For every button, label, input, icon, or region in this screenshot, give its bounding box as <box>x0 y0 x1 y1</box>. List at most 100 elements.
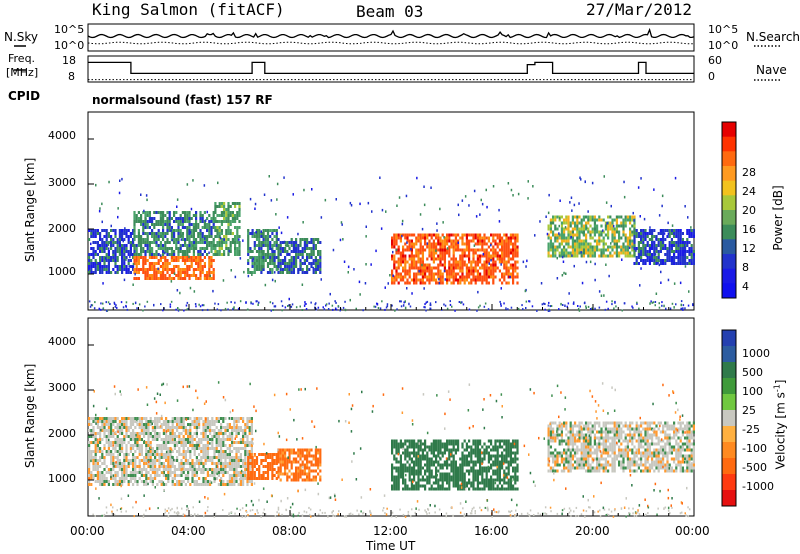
data-cell <box>479 233 482 237</box>
data-cell <box>279 268 282 271</box>
data-cell <box>96 244 99 247</box>
data-cell <box>485 269 488 273</box>
data-cell <box>127 480 130 483</box>
data-cell <box>215 432 218 435</box>
data-cell <box>286 253 289 256</box>
data-cell <box>419 469 422 473</box>
data-cell <box>450 233 453 237</box>
ground-cell <box>591 307 593 310</box>
data-cell <box>228 432 231 435</box>
data-cell <box>238 241 241 244</box>
data-cell <box>279 247 282 250</box>
data-cell <box>192 226 195 229</box>
data-cell <box>238 226 241 229</box>
data-cell <box>145 468 148 471</box>
sparse-cell <box>602 229 604 232</box>
ground-cell <box>632 306 634 309</box>
data-cell <box>644 250 647 253</box>
data-cell <box>198 477 201 480</box>
data-cell <box>164 256 167 259</box>
data-cell <box>180 459 183 462</box>
data-cell <box>167 438 170 441</box>
data-cell <box>191 435 194 438</box>
data-cell <box>132 462 135 465</box>
data-cell <box>155 211 158 214</box>
data-cell <box>435 278 438 282</box>
data-cell <box>591 227 594 231</box>
data-cell <box>516 272 519 276</box>
data-cell <box>421 263 424 267</box>
data-cell <box>103 235 106 238</box>
data-cell <box>668 253 671 256</box>
ground-cell <box>299 305 301 308</box>
data-cell <box>637 232 640 235</box>
data-cell <box>479 272 482 276</box>
data-cell <box>501 254 504 258</box>
data-cell <box>246 420 249 423</box>
data-cell <box>463 275 466 279</box>
sparse-cell <box>370 263 372 266</box>
data-cell <box>290 460 293 464</box>
data-cell <box>615 221 618 225</box>
data-cell <box>236 229 239 232</box>
data-cell <box>547 227 550 231</box>
data-cell <box>153 211 156 214</box>
data-cell <box>206 450 209 453</box>
ground-cell <box>607 307 609 310</box>
data-cell <box>210 232 213 235</box>
data-cell <box>118 244 121 247</box>
data-cell <box>136 423 139 426</box>
sparse-cell <box>398 196 401 199</box>
data-cell <box>216 244 219 247</box>
data-cell <box>192 256 195 259</box>
data-cell <box>644 259 647 262</box>
data-cell <box>199 277 202 280</box>
data-cell <box>226 426 229 429</box>
data-cell <box>260 462 263 465</box>
data-cell <box>443 266 446 270</box>
data-cell <box>498 260 501 264</box>
data-cell <box>209 459 212 462</box>
data-cell <box>468 275 471 279</box>
sparse-cell <box>389 274 391 277</box>
data-cell <box>227 202 230 205</box>
data-cell <box>144 250 147 253</box>
data-cell <box>153 265 156 268</box>
data-cell <box>173 235 176 238</box>
data-cell <box>437 272 440 276</box>
data-cell <box>648 256 651 259</box>
data-cell <box>244 426 247 429</box>
data-cell <box>450 257 453 261</box>
data-cell <box>182 465 185 468</box>
data-cell <box>622 251 625 255</box>
data-cell <box>99 268 102 271</box>
data-cell <box>404 439 407 443</box>
data-cell <box>408 269 411 273</box>
data-cell <box>474 248 477 252</box>
data-cell <box>151 480 154 483</box>
data-cell <box>186 229 189 232</box>
sparse-cell <box>564 304 566 307</box>
data-cell <box>236 250 239 253</box>
data-cell <box>662 244 665 247</box>
sparse-cell <box>107 243 110 246</box>
data-cell <box>622 245 625 249</box>
data-cell <box>99 244 102 247</box>
data-cell <box>284 262 287 265</box>
data-cell <box>421 245 424 249</box>
data-cell <box>448 260 451 264</box>
data-cell <box>512 248 515 252</box>
sparse-cell <box>145 217 147 221</box>
data-cell <box>426 275 429 279</box>
data-cell <box>514 245 517 249</box>
data-cell <box>505 242 508 246</box>
data-cell <box>468 281 471 285</box>
sparse-cell <box>312 266 314 270</box>
data-cell <box>290 448 293 452</box>
data-cell <box>193 444 196 447</box>
sparse-cell <box>639 284 641 287</box>
data-cell <box>159 211 162 214</box>
data-cell <box>402 269 405 273</box>
data-cell <box>170 229 173 232</box>
data-cell <box>273 253 276 256</box>
